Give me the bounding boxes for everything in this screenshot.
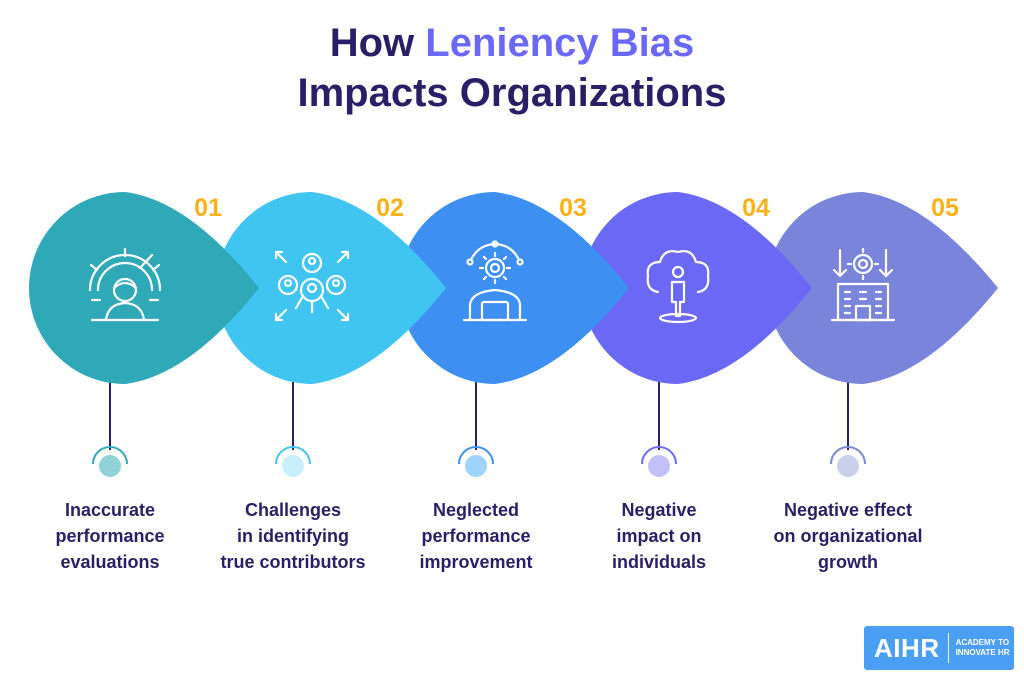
- drop-shape-2: [216, 192, 446, 384]
- logo-tagline: ACADEMY TO INNOVATE HR: [955, 638, 1010, 657]
- step-label-1: Inaccurate performance evaluations: [55, 500, 165, 572]
- marker-3: [458, 446, 494, 477]
- title-prefix: How: [329, 21, 426, 65]
- title-line-1: How Leniency Bias: [0, 18, 1024, 68]
- logo-wordmark: AIHR: [874, 632, 940, 663]
- step-number-3: 03: [559, 194, 587, 222]
- title-highlight: Leniency Bias: [425, 21, 695, 65]
- drop-shapes: [29, 192, 998, 384]
- drop-shape-1: [29, 192, 259, 384]
- person-tree-icon: [646, 250, 710, 324]
- drop-shape-4: [582, 192, 812, 384]
- logo-divider: [947, 633, 949, 663]
- performance-gauge-icon: [88, 247, 162, 322]
- step-label-3: Neglected performance improvement: [419, 500, 533, 572]
- step-markers: [92, 446, 866, 477]
- page-title: How Leniency Bias Impacts Organizations: [0, 18, 1024, 118]
- title-line-2: Impacts Organizations: [297, 71, 727, 115]
- step-number-5: 05: [931, 194, 959, 222]
- marker-5: [830, 446, 866, 477]
- marker-2: [275, 446, 311, 477]
- step-label-5: Negative effect on organizational growth: [773, 500, 923, 572]
- marker-4: [641, 446, 677, 477]
- step-label-4: Negative impact on individuals: [611, 500, 707, 572]
- aihr-logo: AIHR ACADEMY TO INNOVATE HR: [864, 626, 1014, 670]
- team-network-icon: [274, 250, 350, 322]
- marker-1: [92, 446, 128, 477]
- person-gear-icon: [462, 240, 528, 322]
- step-number-1: 01: [194, 194, 222, 222]
- drop-shape-3: [399, 192, 629, 384]
- drop-shape-5: [767, 192, 998, 384]
- connector-stems: [109, 375, 849, 450]
- step-label-2: Challenges in identifying true contribut…: [220, 500, 366, 572]
- step-number-4: 04: [742, 194, 770, 222]
- building-decline-icon: [830, 247, 896, 322]
- step-number-2: 02: [376, 194, 404, 222]
